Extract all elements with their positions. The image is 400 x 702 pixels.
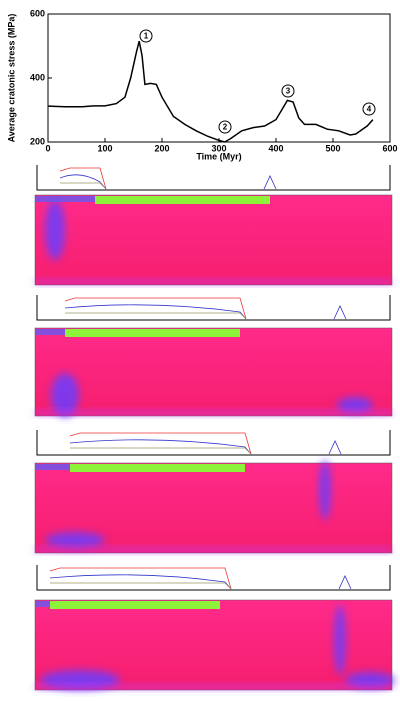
strip-blue	[49, 574, 352, 590]
y-tick-label: 200	[30, 136, 45, 146]
craton	[70, 464, 245, 472]
plume	[319, 460, 331, 520]
y-axis-label: Average cratonic stress (MPa)	[6, 14, 16, 143]
strip-blue	[69, 439, 342, 455]
plume	[334, 605, 346, 675]
craton-edge	[35, 464, 70, 470]
plume	[51, 373, 79, 417]
bottom-layer	[35, 684, 392, 690]
x-tick-label: 100	[97, 143, 112, 153]
craton-edge	[35, 601, 50, 607]
strip-olive	[65, 312, 247, 320]
strip-olive	[60, 182, 107, 190]
y-tick-label: 400	[30, 72, 45, 82]
plume	[45, 532, 105, 548]
strip-red	[49, 567, 232, 590]
craton-edge	[35, 196, 95, 202]
craton	[65, 329, 240, 337]
model-panels	[34, 165, 395, 691]
y-tick-label: 600	[30, 8, 45, 18]
annotation-circle	[218, 120, 232, 134]
x-tick-label: 500	[325, 143, 340, 153]
craton	[50, 601, 220, 609]
annotation-circle	[281, 84, 295, 98]
strip-red	[64, 297, 247, 320]
strip-red	[69, 432, 252, 455]
strip-blue	[64, 304, 347, 320]
x-tick-label: 600	[382, 143, 397, 153]
data-line	[47, 41, 374, 143]
strip-olive	[50, 582, 232, 590]
bottom-layer	[35, 410, 392, 416]
annotation-circle	[362, 102, 376, 116]
plume	[337, 397, 373, 413]
strip-axis	[36, 565, 391, 591]
model-image	[34, 194, 393, 286]
model-image	[34, 327, 393, 417]
craton-edge	[35, 329, 65, 335]
craton	[95, 196, 270, 204]
annotation: 1	[144, 32, 149, 41]
annotation-circle	[139, 29, 153, 43]
x-axis-label: Time (Myr)	[196, 151, 241, 161]
strip-axis	[36, 165, 391, 191]
x-tick-label: 200	[154, 143, 169, 153]
x-tick-label: 400	[268, 143, 283, 153]
annotation: 3	[286, 87, 291, 96]
bottom-layer	[35, 547, 392, 553]
strip-axis	[36, 430, 391, 456]
strip-blue	[59, 174, 277, 190]
strip-olive	[70, 447, 252, 455]
x-tick-label: 300	[211, 143, 226, 153]
annotation: 2	[223, 123, 228, 132]
bottom-layer	[35, 279, 392, 285]
x-tick-label: 0	[45, 143, 50, 153]
plot-frame	[47, 13, 391, 143]
strip-axis	[36, 295, 391, 321]
annotation: 4	[367, 105, 372, 114]
strip-red	[59, 167, 107, 190]
plume	[45, 200, 65, 260]
